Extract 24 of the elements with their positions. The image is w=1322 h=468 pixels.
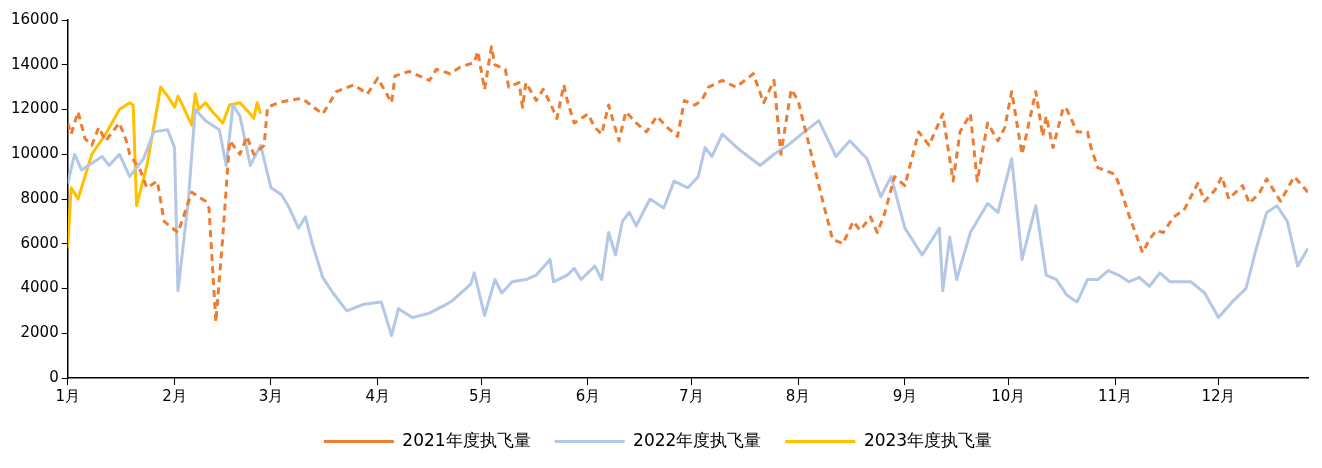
y-tick-label: 6000 (20, 233, 59, 252)
y-tick-label: 14000 (11, 54, 59, 73)
x-tick-label: 7月 (679, 386, 704, 405)
y-tick-label: 8000 (20, 188, 59, 207)
legend-label: 2022年度执飞量 (633, 429, 762, 450)
y-tick-label: 16000 (11, 9, 59, 28)
x-tick-label: 12月 (1201, 386, 1236, 405)
x-tick-label: 10月 (991, 386, 1026, 405)
x-tick-label: 2月 (162, 386, 187, 405)
y-tick-label: 2000 (20, 323, 59, 342)
x-tick-label: 8月 (785, 386, 811, 405)
x-tick-label: 4月 (365, 386, 391, 405)
y-tick-label: 12000 (11, 99, 59, 118)
legend-label: 2021年度执飞量 (402, 429, 531, 450)
x-tick-label: 9月 (892, 386, 918, 405)
x-tick-label: 5月 (468, 386, 494, 405)
x-tick-label: 1月 (55, 386, 80, 405)
x-tick-label: 11月 (1098, 386, 1133, 405)
x-tick-label: 6月 (575, 386, 601, 405)
y-tick-label: 0 (49, 367, 59, 386)
y-tick-label: 4000 (20, 278, 59, 297)
y-tick-label: 10000 (11, 144, 59, 163)
legend-label: 2023年度执飞量 (863, 429, 993, 450)
x-tick-label: 3月 (258, 386, 284, 405)
